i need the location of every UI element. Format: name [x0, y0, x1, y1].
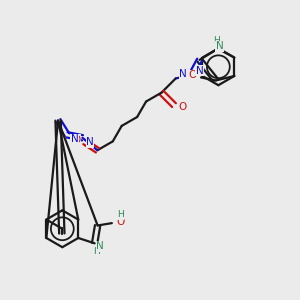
- Text: H: H: [213, 36, 220, 45]
- Text: O: O: [72, 135, 81, 145]
- Text: N: N: [70, 134, 78, 144]
- Text: N: N: [179, 69, 187, 79]
- Text: N: N: [86, 137, 94, 147]
- Text: O: O: [178, 102, 186, 112]
- Text: H: H: [117, 210, 124, 219]
- Text: N: N: [96, 241, 104, 251]
- Text: O: O: [116, 217, 124, 226]
- Text: O: O: [189, 70, 197, 80]
- Text: H: H: [93, 247, 100, 256]
- Text: N: N: [216, 41, 223, 51]
- Text: N: N: [196, 66, 203, 76]
